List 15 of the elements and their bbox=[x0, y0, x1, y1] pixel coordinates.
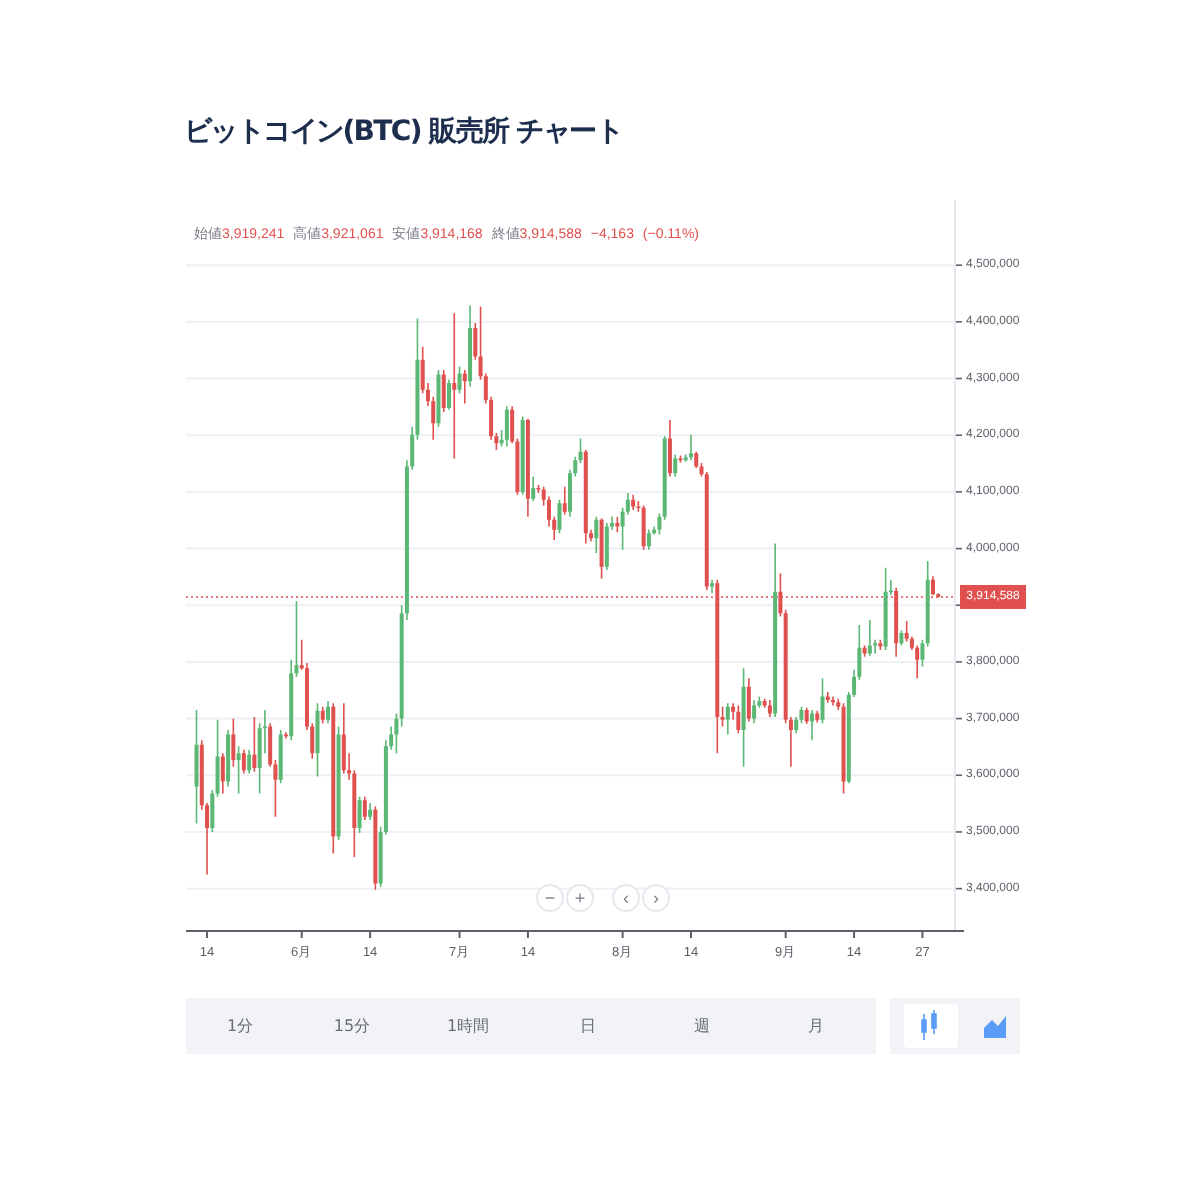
annotation: › bbox=[653, 888, 659, 908]
interval-label: 週 bbox=[694, 1017, 710, 1035]
nav-button: ‹ bbox=[612, 884, 640, 912]
interval-label: 日 bbox=[580, 1017, 596, 1035]
interval-label: 15分 bbox=[333, 1017, 371, 1035]
annotation: + bbox=[574, 888, 586, 908]
annotation: − bbox=[544, 888, 556, 908]
nav-button: + bbox=[566, 884, 594, 912]
interval-label: 月 bbox=[808, 1017, 824, 1035]
interval-label: 1分 bbox=[226, 1017, 254, 1035]
nav-button: − bbox=[536, 884, 564, 912]
title: ビットコイン(BTC) 販売所 チャート bbox=[184, 116, 623, 148]
nav-button: › bbox=[642, 884, 670, 912]
annotation: ‹ bbox=[623, 888, 629, 908]
interval-label: 1時間 bbox=[446, 1017, 490, 1035]
